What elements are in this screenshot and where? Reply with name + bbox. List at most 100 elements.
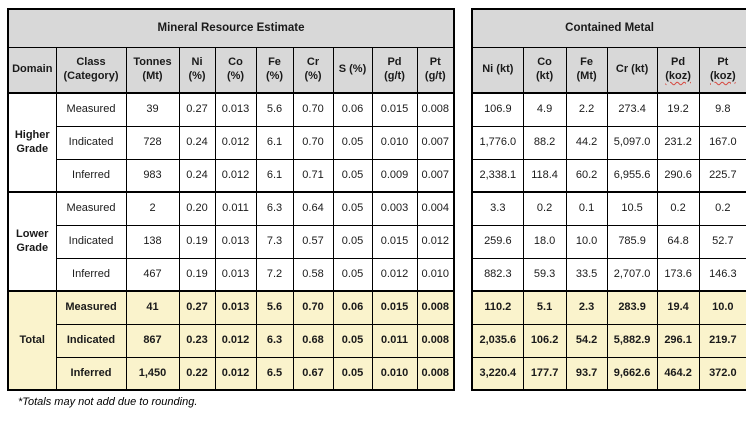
col-header-fe-mt: Fe (Mt) — [565, 46, 608, 94]
table-row: Indicated 867 0.23 0.012 6.3 0.68 0.05 0… — [8, 323, 455, 358]
table-row: 3,220.4 177.7 93.7 9,662.6 464.2 372.0 — [471, 356, 746, 391]
cell-fe: 6.1 — [255, 125, 294, 160]
cell-ni-kt: 259.6 — [471, 224, 524, 259]
domain-cell: Higher Grade — [7, 92, 57, 193]
cell-pt-koz: 167.0 — [698, 125, 746, 160]
cell-ni-kt: 3,220.4 — [471, 356, 524, 391]
cell-ni-kt: 2,338.1 — [471, 158, 524, 193]
table-row: Total Measured 41 0.27 0.013 5.6 0.70 0.… — [7, 290, 455, 391]
cell-cr: 0.67 — [292, 356, 334, 391]
cell-fe: 6.1 — [255, 158, 294, 193]
cell-fe-mt: 2.3 — [565, 290, 608, 325]
cell-pd: 0.003 — [371, 191, 418, 226]
cell-ni-kt: 106.9 — [471, 92, 524, 127]
cell-tonnes: 728 — [125, 125, 180, 160]
table-row: Inferred 467 0.19 0.013 7.2 0.58 0.05 0.… — [8, 257, 455, 292]
cell-ni-kt: 2,035.6 — [471, 323, 524, 358]
cell-pt-koz: 225.7 — [698, 158, 746, 193]
cell-pd: 0.015 — [371, 92, 418, 127]
table-row: 1,776.0 88.2 44.2 5,097.0 231.2 167.0 — [471, 125, 746, 160]
col-header-class: Class (Category) — [55, 46, 127, 94]
cell-s: 0.05 — [332, 356, 373, 391]
cell-cr: 0.64 — [292, 191, 334, 226]
col-header-s-pct: S (%) — [332, 46, 373, 94]
cell-pd-koz: 0.2 — [656, 191, 700, 226]
cell-ni: 0.22 — [178, 356, 216, 391]
cell-fe-mt: 0.1 — [565, 191, 608, 226]
cell-pt-koz: 9.8 — [698, 92, 746, 127]
cell-pt: 0.010 — [416, 257, 455, 292]
cell-pd-koz: 64.8 — [656, 224, 700, 259]
cell-cr: 0.57 — [292, 224, 334, 259]
table-row: 2,035.6 106.2 54.2 5,882.9 296.1 219.7 — [471, 323, 746, 358]
cell-co: 0.013 — [214, 224, 257, 259]
category-cell: Inferred — [55, 158, 127, 193]
group-lower-grade: Lower Grade Measured 2 0.20 0.011 6.3 0.… — [7, 191, 455, 292]
header-row: Domain Class (Category) Tonnes (Mt) Ni (%) … — [7, 46, 455, 94]
mineral-resource-table: Mineral Resource Estimate Domain Class (C… — [7, 8, 456, 391]
table-row: Inferred 983 0.24 0.012 6.1 0.71 0.05 0.… — [8, 158, 455, 193]
cell-tonnes: 467 — [125, 257, 180, 292]
cell-pt-koz: 10.0 — [698, 290, 746, 325]
cell-fe-mt: 93.7 — [565, 356, 608, 391]
table-row: Indicated 138 0.19 0.013 7.3 0.57 0.05 0… — [8, 224, 455, 259]
title-row: Mineral Resource Estimate — [7, 8, 455, 48]
cell-s: 0.05 — [332, 323, 373, 358]
cell-ni: 0.27 — [178, 290, 216, 325]
cell-ni-kt: 110.2 — [471, 290, 524, 325]
cell-cr-kt: 6,955.6 — [606, 158, 658, 193]
cell-ni-kt: 3.3 — [471, 191, 524, 226]
table-row: 259.6 18.0 10.0 785.9 64.8 52.7 — [471, 224, 746, 259]
cell-co: 0.012 — [214, 158, 257, 193]
cell-pd-koz: 19.2 — [656, 92, 700, 127]
col-header-cr-kt: Cr (kt) — [606, 46, 658, 94]
cell-cr: 0.71 — [292, 158, 334, 193]
cell-pd-koz: 290.6 — [656, 158, 700, 193]
cell-fe-mt: 44.2 — [565, 125, 608, 160]
cell-pt-koz: 219.7 — [698, 323, 746, 358]
cell-pt-koz: 52.7 — [698, 224, 746, 259]
cell-tonnes: 41 — [125, 290, 180, 325]
table-row: Indicated 728 0.24 0.012 6.1 0.70 0.05 0… — [8, 125, 455, 160]
cell-co-kt: 18.0 — [522, 224, 567, 259]
cell-s: 0.06 — [332, 290, 373, 325]
table-row: 110.2 5.1 2.3 283.9 19.4 10.0 — [471, 290, 746, 325]
cell-cr-kt: 785.9 — [606, 224, 658, 259]
col-header-pt-gpt: Pt (g/t) — [416, 46, 455, 94]
cell-ni-kt: 1,776.0 — [471, 125, 524, 160]
cell-ni: 0.19 — [178, 257, 216, 292]
cell-co-kt: 0.2 — [522, 191, 567, 226]
col-header-co-kt: Co (kt) — [522, 46, 567, 94]
col-header-cr-pct: Cr (%) — [292, 46, 334, 94]
contained-metal-table: Contained Metal Ni (kt) Co (kt) Fe (Mt) Cr… — [471, 8, 746, 391]
category-cell: Inferred — [55, 257, 127, 292]
table-row: 106.9 4.9 2.2 273.4 19.2 9.8 — [471, 92, 746, 127]
cell-s: 0.05 — [332, 257, 373, 292]
cell-cr: 0.58 — [292, 257, 334, 292]
cell-tonnes: 867 — [125, 323, 180, 358]
cell-pd: 0.009 — [371, 158, 418, 193]
cell-co-kt: 106.2 — [522, 323, 567, 358]
cell-pt: 0.007 — [416, 158, 455, 193]
cell-fe: 5.6 — [255, 290, 294, 325]
cell-co: 0.011 — [214, 191, 257, 226]
cell-s: 0.05 — [332, 125, 373, 160]
cell-co-kt: 4.9 — [522, 92, 567, 127]
cell-pt: 0.012 — [416, 224, 455, 259]
resource-table-head: Mineral Resource Estimate Domain Class (C… — [7, 8, 455, 94]
category-cell: Indicated — [55, 125, 127, 160]
cell-pt: 0.007 — [416, 125, 455, 160]
group-higher-grade: 106.9 4.9 2.2 273.4 19.2 9.8 1,776.0 88.… — [471, 92, 746, 193]
col-header-tonnes: Tonnes (Mt) — [125, 46, 180, 94]
cell-co: 0.013 — [214, 290, 257, 325]
cell-co-kt: 118.4 — [522, 158, 567, 193]
cell-pd: 0.011 — [371, 323, 418, 358]
cell-tonnes: 2 — [125, 191, 180, 226]
group-total: 110.2 5.1 2.3 283.9 19.4 10.0 2,035.6 10… — [471, 290, 746, 391]
cell-co-kt: 5.1 — [522, 290, 567, 325]
cell-co: 0.012 — [214, 356, 257, 391]
cell-fe: 7.3 — [255, 224, 294, 259]
contained-table-title: Contained Metal — [471, 8, 746, 48]
table-row: Lower Grade Measured 2 0.20 0.011 6.3 0.… — [7, 191, 455, 292]
cell-s: 0.05 — [332, 158, 373, 193]
